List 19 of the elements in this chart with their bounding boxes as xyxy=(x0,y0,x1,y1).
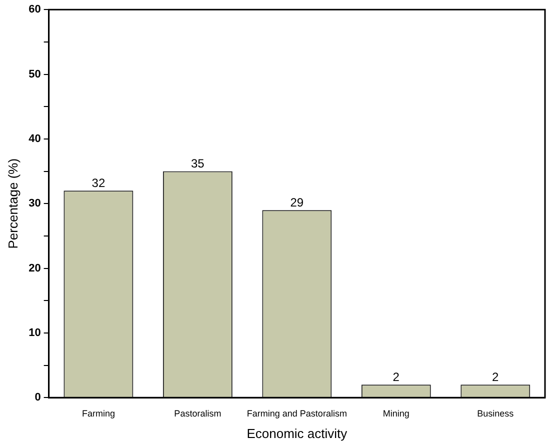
y-tick-label: 40 xyxy=(28,132,41,145)
y-tick-label: 60 xyxy=(28,4,41,16)
y-tick-label: 30 xyxy=(28,198,41,210)
data-label: 2 xyxy=(492,370,500,384)
x-tick-label: Mining xyxy=(382,408,410,418)
y-tick-label: 10 xyxy=(28,326,41,339)
x-tick-label: Pastoralism xyxy=(174,408,222,418)
data-label: 35 xyxy=(191,156,205,171)
y-tick-label: 50 xyxy=(28,68,41,80)
x-tick-label: Business xyxy=(477,408,514,418)
data-label: 29 xyxy=(290,195,304,210)
y-axis-title: Percentage (%) xyxy=(5,158,20,249)
data-label: 32 xyxy=(92,176,106,190)
x-axis-title: Economic activity xyxy=(246,426,348,441)
x-tick-label: Farming xyxy=(82,408,115,418)
x-tick-label: Farming and Pastoralism xyxy=(246,408,347,418)
y-tick-label: 0 xyxy=(34,392,41,404)
y-tick-label: 20 xyxy=(28,262,41,274)
data-label: 2 xyxy=(392,370,400,384)
